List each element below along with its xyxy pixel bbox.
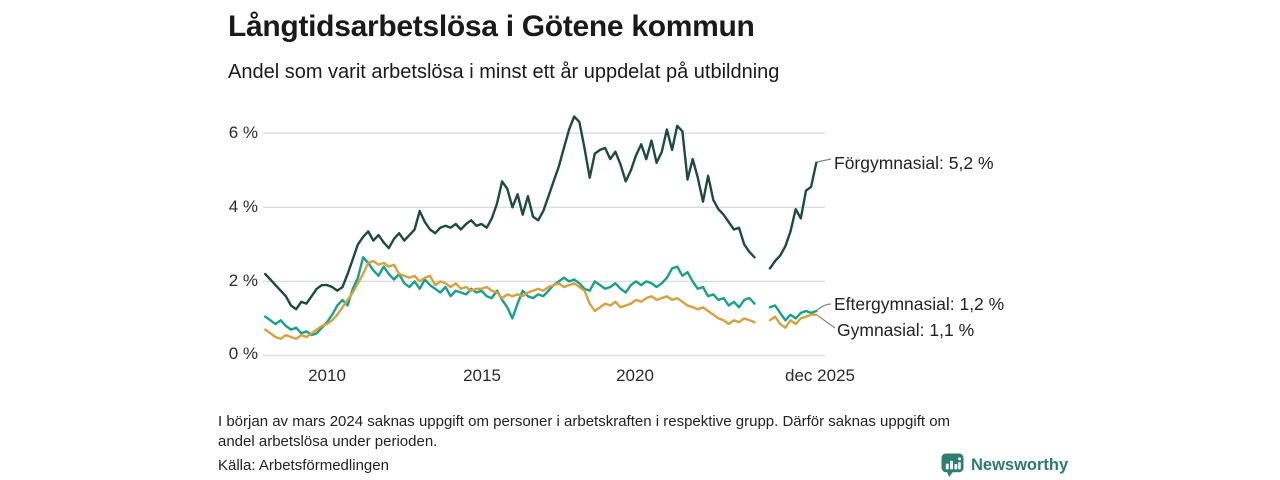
series-line-eftergymnasial bbox=[768, 304, 818, 322]
series-line-gymnasial bbox=[264, 259, 756, 340]
footnote-line-1: I början av mars 2024 saknas uppgift om … bbox=[218, 413, 951, 430]
leader-line-gymnasial bbox=[816, 314, 836, 329]
x-tick-label-2020: 2020 bbox=[616, 366, 654, 385]
series-end-label-forgymnasial: Förgymnasial: 5,2 % bbox=[834, 153, 994, 173]
x-tick-label-dec-2025: dec 2025 bbox=[785, 366, 855, 385]
x-tick-label-2010: 2010 bbox=[308, 366, 346, 385]
source-text: Källa: Arbetsförmedlingen bbox=[218, 457, 389, 474]
series-line-gymnasial bbox=[768, 313, 818, 329]
leader-line-forgymnasial bbox=[816, 158, 832, 163]
footnote-line-2: andel arbetslösa under perioden. bbox=[218, 432, 438, 450]
y-tick-label-0: 0 % bbox=[228, 344, 258, 363]
series-line-forgymnasial bbox=[264, 115, 756, 311]
y-tick-label-6: 6 % bbox=[228, 123, 258, 142]
page-subtitle: Andel som varit arbetslösa i minst ett å… bbox=[228, 61, 780, 83]
series-end-label-eftergymnasial: Eftergymnasial: 1,2 % bbox=[834, 294, 1005, 314]
series-end-label-gymnasial: Gymnasial: 1,1 % bbox=[837, 320, 975, 340]
bar-chart-bubble-icon bbox=[941, 453, 964, 477]
y-tick-label-4: 4 % bbox=[228, 197, 258, 216]
series-line-forgymnasial bbox=[768, 161, 818, 270]
brand-name: Newsworthy bbox=[971, 455, 1069, 474]
page-title: Långtidsarbetslösa i Götene kommun bbox=[228, 10, 755, 43]
brand-logo: Newsworthy bbox=[941, 453, 1068, 477]
series-line-eftergymnasial bbox=[264, 256, 756, 337]
x-tick-label-2015: 2015 bbox=[463, 366, 501, 385]
y-tick-label-2: 2 % bbox=[228, 271, 258, 290]
footnote: I början av mars 2024 saknas uppgift om … bbox=[218, 412, 1078, 451]
leader-line-eftergymnasial bbox=[816, 303, 832, 311]
